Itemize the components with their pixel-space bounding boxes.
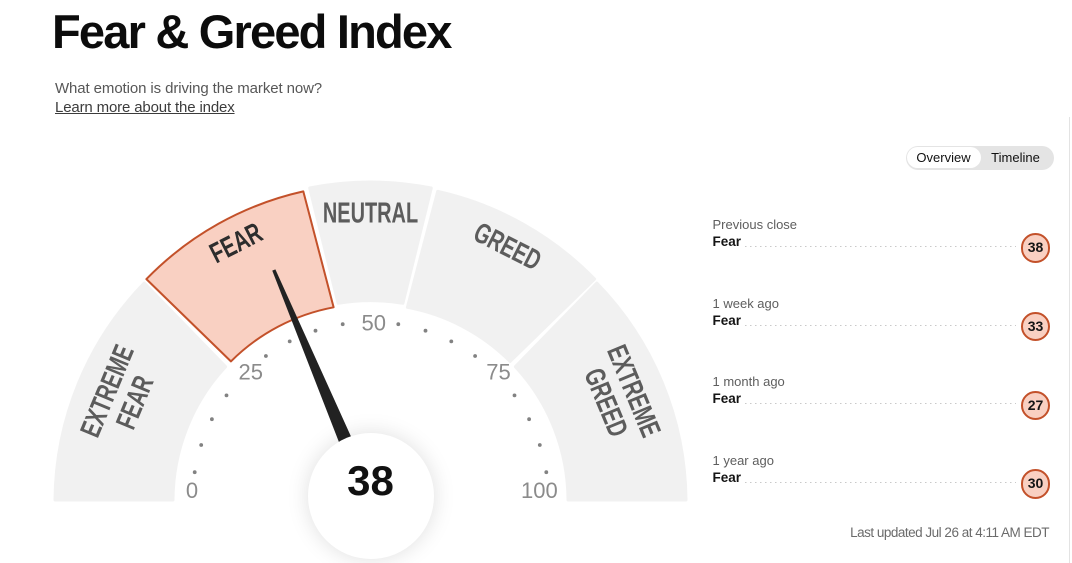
svg-text:NEUTRAL: NEUTRAL [323,198,418,229]
svg-text:100: 100 [521,478,558,503]
svg-text:50: 50 [361,311,385,336]
svg-text:75: 75 [486,360,510,385]
svg-text:0: 0 [186,478,198,503]
svg-text:25: 25 [238,360,262,385]
